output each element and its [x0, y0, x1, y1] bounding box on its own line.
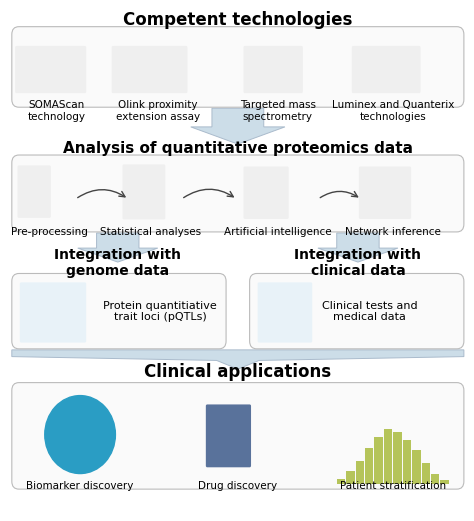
Bar [356, 461, 364, 484]
Bar [337, 479, 345, 484]
FancyBboxPatch shape [20, 282, 86, 343]
Text: Luminex and Quanterix
technologies: Luminex and Quanterix technologies [332, 101, 455, 122]
Bar [431, 474, 439, 484]
Text: SOMAScan
technology: SOMAScan technology [27, 101, 85, 122]
Text: Olink proximity
extension assay: Olink proximity extension assay [116, 101, 200, 122]
Bar [421, 463, 430, 484]
Bar [412, 450, 420, 484]
FancyBboxPatch shape [352, 46, 420, 93]
FancyBboxPatch shape [12, 382, 464, 489]
Text: Clinical tests and
medical data: Clinical tests and medical data [322, 301, 418, 322]
Polygon shape [318, 233, 398, 262]
FancyBboxPatch shape [206, 404, 251, 467]
Bar [346, 471, 355, 484]
Text: Clinical applications: Clinical applications [144, 363, 331, 381]
Text: Artificial intelligence: Artificial intelligence [224, 227, 332, 237]
FancyBboxPatch shape [244, 46, 303, 93]
Bar [384, 429, 392, 484]
Text: Patient stratification: Patient stratification [340, 481, 447, 491]
FancyBboxPatch shape [12, 27, 464, 107]
FancyBboxPatch shape [12, 274, 226, 349]
Text: Competent technologies: Competent technologies [123, 11, 353, 30]
FancyBboxPatch shape [359, 166, 411, 219]
Bar [440, 480, 449, 484]
Text: Biomarker discovery: Biomarker discovery [27, 481, 134, 491]
Text: Network inference: Network inference [346, 227, 441, 237]
Text: Pre-processing: Pre-processing [11, 227, 88, 237]
FancyBboxPatch shape [244, 166, 289, 219]
Bar [365, 448, 374, 484]
FancyBboxPatch shape [258, 282, 312, 343]
Circle shape [45, 395, 115, 474]
FancyBboxPatch shape [18, 165, 51, 218]
FancyBboxPatch shape [122, 164, 165, 219]
FancyBboxPatch shape [112, 46, 187, 93]
Text: Integration with
clinical data: Integration with clinical data [294, 248, 421, 278]
Bar [374, 437, 383, 484]
Text: Integration with
genome data: Integration with genome data [54, 248, 181, 278]
Polygon shape [191, 108, 285, 144]
Bar [393, 432, 402, 484]
Text: Drug discovery: Drug discovery [198, 481, 277, 491]
FancyBboxPatch shape [12, 155, 464, 232]
Polygon shape [78, 233, 158, 262]
Text: Protein quantitiative
trait loci (pQTLs): Protein quantitiative trait loci (pQTLs) [103, 301, 217, 322]
Polygon shape [12, 350, 464, 369]
FancyBboxPatch shape [250, 274, 464, 349]
Text: Analysis of quantitative proteomics data: Analysis of quantitative proteomics data [63, 141, 413, 156]
FancyBboxPatch shape [15, 46, 86, 93]
Text: Statistical analyses: Statistical analyses [100, 227, 201, 237]
Text: Targeted mass
spectrometry: Targeted mass spectrometry [240, 101, 316, 122]
Bar [403, 440, 411, 484]
